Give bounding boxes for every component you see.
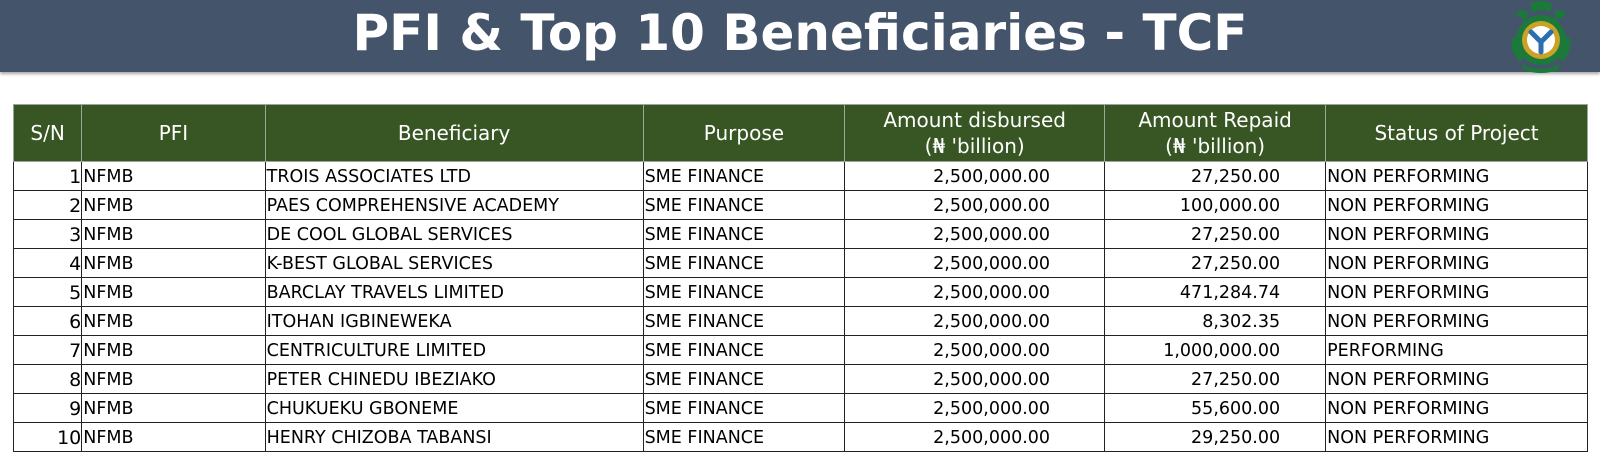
cell-beneficiary: CHUKUEKU GBONEME <box>264 393 644 423</box>
page-title: PFI & Top 10 Beneficiaries - TCF <box>352 4 1248 62</box>
cell-amount-disbursed: 2,500,000.00 <box>844 161 1106 191</box>
cell-amount-disbursed: 2,500,000.00 <box>844 219 1106 249</box>
cell-status: PERFORMING <box>1325 335 1588 365</box>
table-row: 10 NFMB HENRY CHIZOBA TABANSI SME FINANC… <box>12 422 1588 452</box>
cell-purpose: SME FINANCE <box>642 248 846 278</box>
table-header-row: S/N PFI Beneficiary Purpose Amount disbu… <box>12 104 1588 162</box>
cell-purpose: SME FINANCE <box>642 422 846 452</box>
cell-purpose: SME FINANCE <box>642 277 846 307</box>
table-row: 4 NFMB K-BEST GLOBAL SERVICES SME FINANC… <box>12 248 1588 278</box>
cell-purpose: SME FINANCE <box>642 219 846 249</box>
cell-purpose: SME FINANCE <box>642 306 846 336</box>
header-amount-disbursed: Amount disbursed (₦ 'billion) <box>844 104 1106 162</box>
cell-beneficiary: PETER CHINEDU IBEZIAKO <box>264 364 644 394</box>
cell-amount-disbursed: 2,500,000.00 <box>844 306 1106 336</box>
cell-status: NON PERFORMING <box>1325 393 1588 423</box>
cell-amount-disbursed: 2,500,000.00 <box>844 277 1106 307</box>
cell-beneficiary: BARCLAY TRAVELS LIMITED <box>264 277 644 307</box>
table-row: 8 NFMB PETER CHINEDU IBEZIAKO SME FINANC… <box>12 364 1588 394</box>
cell-status: NON PERFORMING <box>1325 190 1588 220</box>
table-row: 9 NFMB CHUKUEKU GBONEME SME FINANCE 2,50… <box>12 393 1588 423</box>
cell-amount-repaid: 1,000,000.00 <box>1104 335 1327 365</box>
cell-amount-repaid: 27,250.00 <box>1104 248 1327 278</box>
cell-pfi: NFMB <box>81 393 266 423</box>
header-sn: S/N <box>12 104 83 162</box>
cell-pfi: NFMB <box>81 161 266 191</box>
cell-amount-disbursed: 2,500,000.00 <box>844 335 1106 365</box>
cell-sn: 6 <box>12 306 83 336</box>
table-row: 3 NFMB DE COOL GLOBAL SERVICES SME FINAN… <box>12 219 1588 249</box>
cell-amount-disbursed: 2,500,000.00 <box>844 393 1106 423</box>
cell-amount-repaid: 471,284.74 <box>1104 277 1327 307</box>
cell-sn: 3 <box>12 219 83 249</box>
cell-sn: 5 <box>12 277 83 307</box>
cell-amount-disbursed: 2,500,000.00 <box>844 364 1106 394</box>
cell-beneficiary: CENTRICULTURE LIMITED <box>264 335 644 365</box>
cell-beneficiary: K-BEST GLOBAL SERVICES <box>264 248 644 278</box>
cell-amount-disbursed: 2,500,000.00 <box>844 422 1106 452</box>
cell-pfi: NFMB <box>81 335 266 365</box>
cell-sn: 9 <box>12 393 83 423</box>
header-pfi: PFI <box>81 104 266 162</box>
header-amount-repaid: Amount Repaid (₦ 'billion) <box>1104 104 1327 162</box>
beneficiaries-table: S/N PFI Beneficiary Purpose Amount disbu… <box>12 104 1588 452</box>
cell-sn: 4 <box>12 248 83 278</box>
cell-amount-repaid: 29,250.00 <box>1104 422 1327 452</box>
cell-pfi: NFMB <box>81 219 266 249</box>
cell-pfi: NFMB <box>81 364 266 394</box>
header-beneficiary: Beneficiary <box>264 104 644 162</box>
table-row: 5 NFMB BARCLAY TRAVELS LIMITED SME FINAN… <box>12 277 1588 307</box>
cell-sn: 2 <box>12 190 83 220</box>
header-amount-disbursed-line2: (₦ 'billion) <box>924 134 1025 158</box>
table-row: 7 NFMB CENTRICULTURE LIMITED SME FINANCE… <box>12 335 1588 365</box>
cell-sn: 1 <box>12 161 83 191</box>
cell-status: NON PERFORMING <box>1325 219 1588 249</box>
cell-amount-repaid: 27,250.00 <box>1104 219 1327 249</box>
cell-amount-repaid: 27,250.00 <box>1104 364 1327 394</box>
cell-amount-repaid: 27,250.00 <box>1104 161 1327 191</box>
cell-beneficiary: HENRY CHIZOBA TABANSI <box>264 422 644 452</box>
table-row: 2 NFMB PAES COMPREHENSIVE ACADEMY SME FI… <box>12 190 1588 220</box>
cell-sn: 8 <box>12 364 83 394</box>
cell-sn: 10 <box>12 422 83 452</box>
cell-pfi: NFMB <box>81 190 266 220</box>
header-amount-repaid-line1: Amount Repaid <box>1138 108 1292 132</box>
cell-amount-repaid: 55,600.00 <box>1104 393 1327 423</box>
cell-status: NON PERFORMING <box>1325 161 1588 191</box>
cbn-logo-icon <box>1506 0 1576 74</box>
cell-purpose: SME FINANCE <box>642 161 846 191</box>
cell-pfi: NFMB <box>81 306 266 336</box>
header-amount-disbursed-line1: Amount disbursed <box>883 108 1066 132</box>
cell-purpose: SME FINANCE <box>642 393 846 423</box>
cell-pfi: NFMB <box>81 277 266 307</box>
cell-beneficiary: TROIS ASSOCIATES LTD <box>264 161 644 191</box>
cell-status: NON PERFORMING <box>1325 248 1588 278</box>
cell-beneficiary: PAES COMPREHENSIVE ACADEMY <box>264 190 644 220</box>
cell-purpose: SME FINANCE <box>642 364 846 394</box>
cell-status: NON PERFORMING <box>1325 277 1588 307</box>
cell-purpose: SME FINANCE <box>642 190 846 220</box>
header-status: Status of Project <box>1325 104 1588 162</box>
cell-amount-disbursed: 2,500,000.00 <box>844 190 1106 220</box>
cell-beneficiary: ITOHAN IGBINEWEKA <box>264 306 644 336</box>
cell-status: NON PERFORMING <box>1325 306 1588 336</box>
cell-amount-repaid: 100,000.00 <box>1104 190 1327 220</box>
cell-pfi: NFMB <box>81 248 266 278</box>
cell-purpose: SME FINANCE <box>642 335 846 365</box>
table-row: 1 NFMB TROIS ASSOCIATES LTD SME FINANCE … <box>12 161 1588 191</box>
cbn-logo-graphic <box>1511 1 1571 73</box>
beneficiaries-table-container: S/N PFI Beneficiary Purpose Amount disbu… <box>12 104 1588 452</box>
header-amount-repaid-line2: (₦ 'billion) <box>1165 134 1266 158</box>
cell-amount-disbursed: 2,500,000.00 <box>844 248 1106 278</box>
table-row: 6 NFMB ITOHAN IGBINEWEKA SME FINANCE 2,5… <box>12 306 1588 336</box>
cell-sn: 7 <box>12 335 83 365</box>
cell-pfi: NFMB <box>81 422 266 452</box>
cell-status: NON PERFORMING <box>1325 364 1588 394</box>
header-purpose: Purpose <box>642 104 846 162</box>
cell-status: NON PERFORMING <box>1325 422 1588 452</box>
title-bar: PFI & Top 10 Beneficiaries - TCF <box>0 0 1600 72</box>
cell-amount-repaid: 8,302.35 <box>1104 306 1327 336</box>
cell-beneficiary: DE COOL GLOBAL SERVICES <box>264 219 644 249</box>
